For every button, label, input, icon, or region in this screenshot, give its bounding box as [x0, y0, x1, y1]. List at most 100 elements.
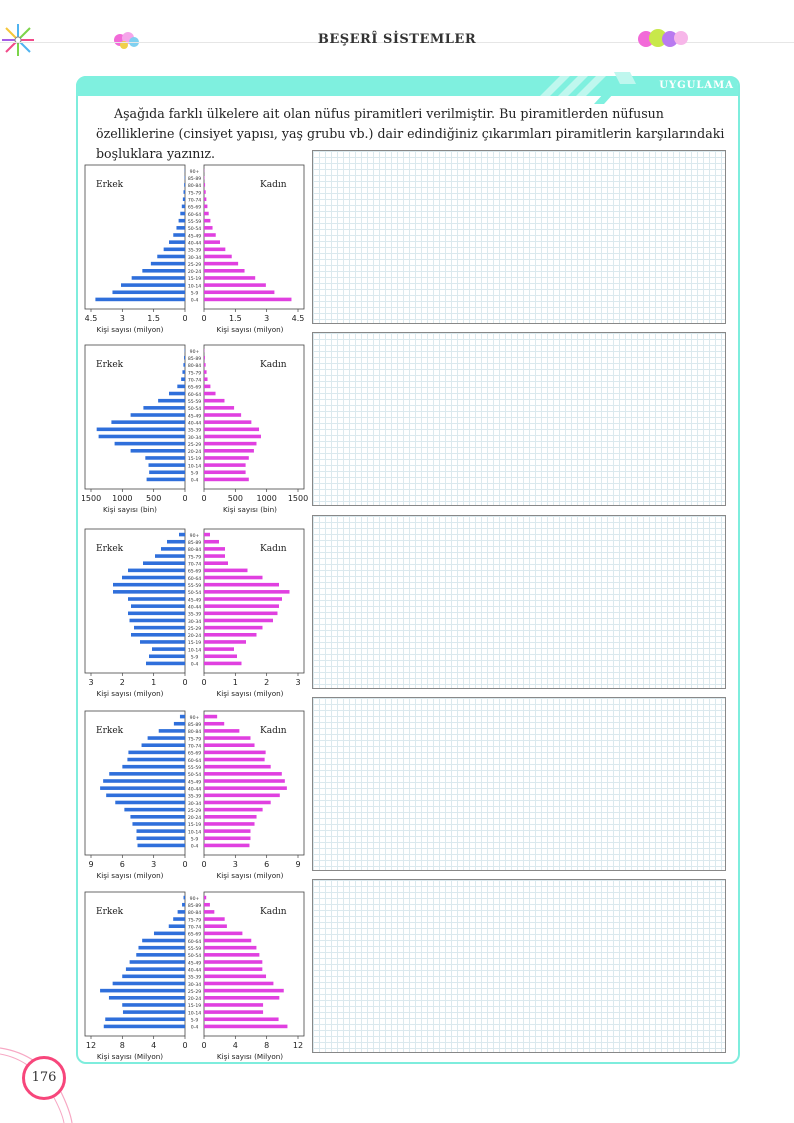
female-bar-55-59 — [204, 945, 257, 950]
female-bar-0-4 — [204, 297, 292, 302]
male-bar-5-9 — [149, 654, 185, 659]
female-bar-85-89 — [204, 902, 210, 907]
age-label: 35-39 — [188, 248, 201, 254]
age-label: 90+ — [190, 896, 200, 902]
female-bar-20-24 — [204, 449, 254, 453]
tick-label: 3 — [264, 314, 269, 323]
male-bar-5-9 — [105, 1017, 185, 1022]
female-bar-60-64 — [204, 211, 209, 216]
female-bar-55-59 — [204, 218, 211, 223]
age-label: 60-64 — [188, 939, 201, 945]
answer-box-4[interactable] — [312, 697, 726, 871]
female-bar-35-39 — [204, 793, 280, 798]
male-bar-60-64 — [169, 391, 185, 396]
x-axis-label-right: Kişi sayısı (milyon) — [217, 689, 284, 698]
female-bar-20-24 — [204, 633, 257, 637]
male-bar-80-84 — [183, 363, 185, 367]
tick-label: 0 — [201, 1041, 206, 1050]
male-bar-5-9 — [112, 290, 185, 295]
male-bar-5-9 — [149, 470, 185, 475]
age-label: 55-59 — [188, 219, 201, 225]
male-label: Erkek — [96, 907, 124, 917]
female-bar-10-14 — [204, 463, 246, 467]
female-bar-60-64 — [204, 938, 252, 943]
female-bar-45-49 — [204, 597, 282, 601]
female-bar-50-54 — [204, 226, 213, 230]
male-bar-35-39 — [96, 427, 185, 432]
male-bar-30-34 — [129, 618, 185, 623]
age-label: 55-59 — [188, 399, 201, 405]
male-bar-60-64 — [180, 211, 185, 216]
age-label: 25-29 — [188, 989, 201, 995]
female-bar-65-69 — [204, 204, 208, 209]
balloons-decoration-icon — [638, 29, 688, 47]
age-label: 75-79 — [188, 554, 201, 560]
female-bar-85-89 — [204, 355, 205, 360]
female-bar-15-19 — [204, 456, 249, 460]
male-bar-15-19 — [122, 1003, 185, 1007]
age-label: 65-69 — [188, 569, 201, 575]
female-bar-15-19 — [204, 640, 246, 644]
age-label: 70-74 — [188, 378, 201, 384]
age-label: 90+ — [190, 533, 200, 539]
age-label: 15-19 — [188, 1003, 201, 1009]
female-frame — [203, 164, 305, 310]
female-bar-30-34 — [204, 800, 271, 805]
male-bar-55-59 — [122, 764, 185, 769]
male-bar-45-49 — [103, 779, 185, 783]
age-label: 70-74 — [188, 925, 201, 931]
female-bar-60-64 — [204, 391, 216, 396]
male-bar-75-79 — [173, 917, 185, 921]
age-label: 30-34 — [188, 801, 201, 807]
tick-label: 1.5 — [229, 314, 242, 323]
age-label: 20-24 — [188, 633, 201, 639]
male-bar-30-34 — [157, 254, 185, 259]
male-label: Erkek — [96, 726, 124, 736]
answer-box-1[interactable] — [312, 150, 726, 324]
age-label: 20-24 — [188, 449, 201, 455]
male-bar-50-54 — [176, 226, 185, 230]
female-bar-25-29 — [204, 625, 263, 630]
female-bar-30-34 — [204, 434, 261, 439]
age-label: 50-54 — [188, 772, 201, 778]
population-pyramid-1: 0-4 5-9 10-14 15-19 20-24 25-29 30-34 35-39 40-4… — [82, 163, 312, 335]
male-bar-80-84 — [177, 910, 185, 914]
answer-box-3[interactable] — [312, 515, 726, 689]
female-bar-80-84 — [204, 547, 225, 551]
age-label: 85-89 — [188, 176, 201, 182]
female-bar-60-64 — [204, 575, 263, 580]
age-label: 20-24 — [188, 996, 201, 1002]
female-bar-55-59 — [204, 764, 271, 769]
female-bar-35-39 — [204, 974, 267, 979]
male-bar-0-4 — [146, 477, 185, 482]
answer-box-5[interactable] — [312, 879, 726, 1053]
age-label: 45-49 — [188, 597, 201, 603]
male-bar-90+ — [183, 895, 185, 900]
age-label: 40-44 — [188, 604, 201, 610]
tick-label: 0 — [182, 860, 187, 869]
male-bar-85-89 — [167, 539, 185, 544]
female-bar-60-64 — [204, 757, 265, 762]
male-label: Erkek — [96, 180, 124, 190]
female-bar-45-49 — [204, 960, 263, 964]
female-bar-70-74 — [204, 377, 208, 381]
age-label: 20-24 — [188, 269, 201, 275]
x-axis-label-right: Kişi sayısı (bin) — [223, 505, 277, 514]
female-bar-0-4 — [204, 477, 249, 482]
age-label: 25-29 — [188, 808, 201, 814]
tick-label: 9 — [88, 860, 93, 869]
answer-box-2[interactable] — [312, 332, 726, 506]
age-label: 45-49 — [188, 779, 201, 785]
male-bar-15-19 — [132, 822, 185, 826]
age-label: 35-39 — [188, 975, 201, 981]
age-label: 50-54 — [188, 953, 201, 959]
male-bar-5-9 — [136, 836, 185, 841]
male-frame — [84, 344, 186, 490]
age-label: 15-19 — [188, 276, 201, 282]
male-bar-40-44 — [111, 420, 185, 424]
tab-uygulama: UYGULAMA — [659, 80, 734, 91]
female-bar-80-84 — [204, 910, 215, 914]
male-bar-55-59 — [113, 582, 185, 587]
tick-label: 3 — [88, 678, 93, 687]
